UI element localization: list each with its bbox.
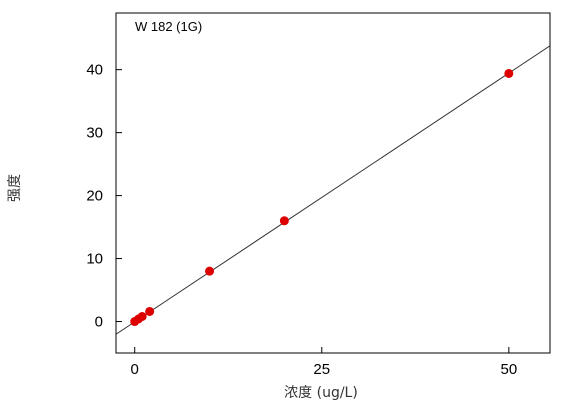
- data-point: [145, 306, 155, 316]
- regression-line: [116, 45, 550, 335]
- x-axis-title: 浓度 (ug/L): [284, 385, 358, 401]
- x-tick-label: 0: [131, 361, 139, 378]
- y-tick-label: 0: [95, 314, 103, 331]
- y-axis-title: 强度: [7, 174, 23, 202]
- data-point: [504, 68, 514, 78]
- y-tick-label: 40: [86, 62, 103, 79]
- data-point: [137, 311, 147, 321]
- x-axis-ticks: 0 25 50: [131, 347, 518, 378]
- chart-annotation: W 182 (1G): [135, 19, 202, 34]
- y-axis-ticks: 0 10 20 30 40: [86, 62, 122, 331]
- plot-frame: [115, 12, 551, 354]
- x-tick-label: 25: [313, 361, 330, 378]
- x-tick-label: 50: [501, 361, 518, 378]
- y-tick-label: 20: [86, 188, 103, 205]
- y-tick-label: 30: [86, 125, 103, 142]
- data-points: [130, 68, 514, 327]
- plot-area: 0 25 50 0 10 20 30 40 W 182 (1G): [86, 12, 551, 378]
- data-point: [205, 266, 215, 276]
- data-point: [279, 216, 289, 226]
- y-tick-label: 10: [86, 251, 103, 268]
